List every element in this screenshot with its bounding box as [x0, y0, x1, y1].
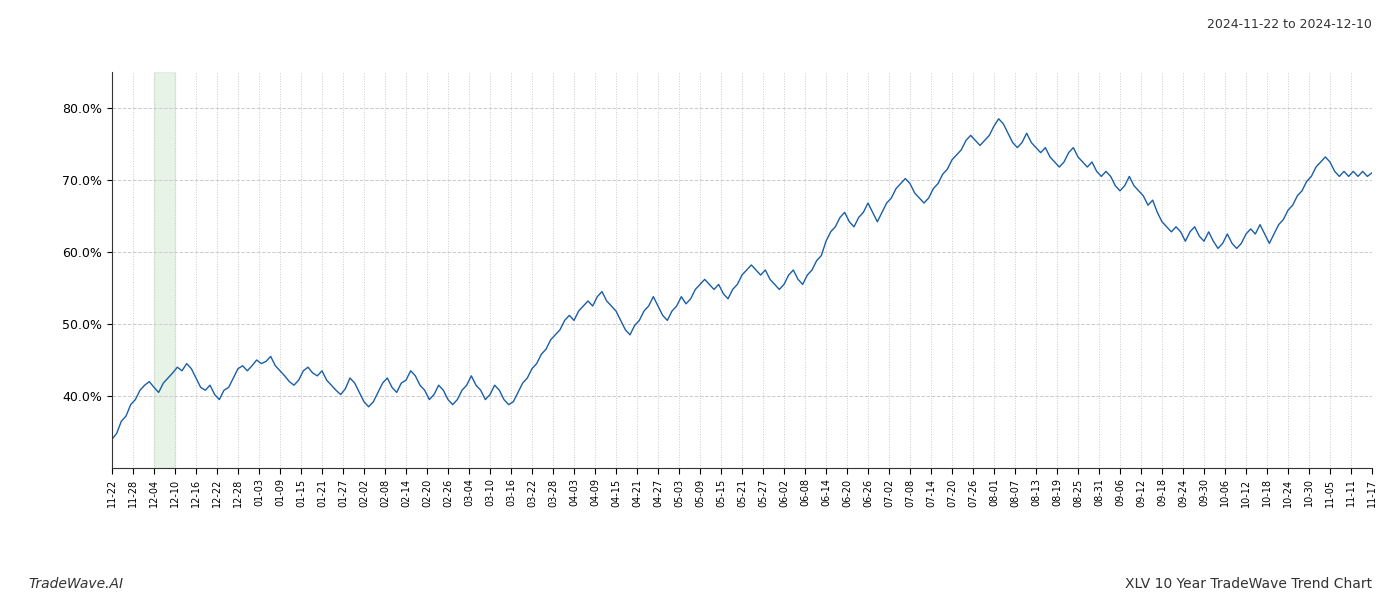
Text: 2024-11-22 to 2024-12-10: 2024-11-22 to 2024-12-10	[1207, 18, 1372, 31]
Text: TradeWave.AI: TradeWave.AI	[28, 577, 123, 591]
Text: XLV 10 Year TradeWave Trend Chart: XLV 10 Year TradeWave Trend Chart	[1124, 577, 1372, 591]
Bar	[154, 72, 175, 468]
